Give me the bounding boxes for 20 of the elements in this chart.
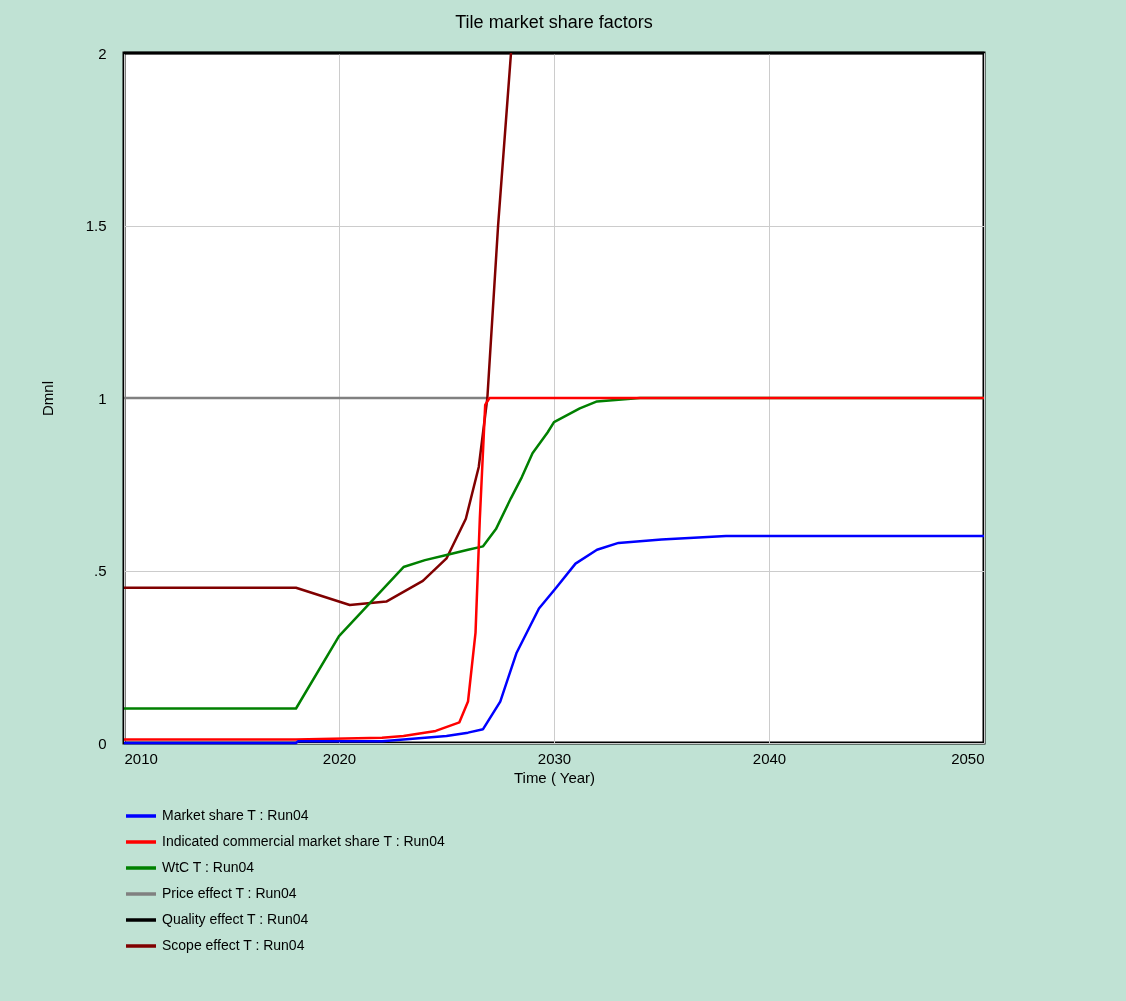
x-tick-label: 2030 xyxy=(537,749,572,767)
x-tick-label: 2040 xyxy=(752,749,787,767)
y-tick-label: 1.5 xyxy=(85,217,107,234)
line-series xyxy=(122,51,513,607)
y-tick-label: .5 xyxy=(93,562,107,579)
x-tick-label: 2050 xyxy=(951,749,985,767)
y-tick-label: 1 xyxy=(98,389,107,407)
y-tick-label: 0 xyxy=(98,734,107,752)
x-tick-label: 2010 xyxy=(124,749,158,767)
legend-label: Price effect T : Run04 xyxy=(162,885,297,901)
legend-label: WtC T : Run04 xyxy=(162,859,255,875)
y-tick-label: 2 xyxy=(98,44,107,62)
legend-label: Quality effect T : Run04 xyxy=(162,911,309,927)
chart-title: Tile market share factors xyxy=(455,12,653,32)
x-tick-label: 2020 xyxy=(322,749,357,767)
legend-label: Market share T : Run04 xyxy=(162,807,309,823)
legend-label: Scope effect T : Run04 xyxy=(162,937,305,953)
x-axis-title: Time ( Year) xyxy=(513,768,596,786)
y-axis-title: Dmnl xyxy=(38,380,56,417)
legend-label: Indicated commercial market share T : Run04 xyxy=(162,833,445,849)
